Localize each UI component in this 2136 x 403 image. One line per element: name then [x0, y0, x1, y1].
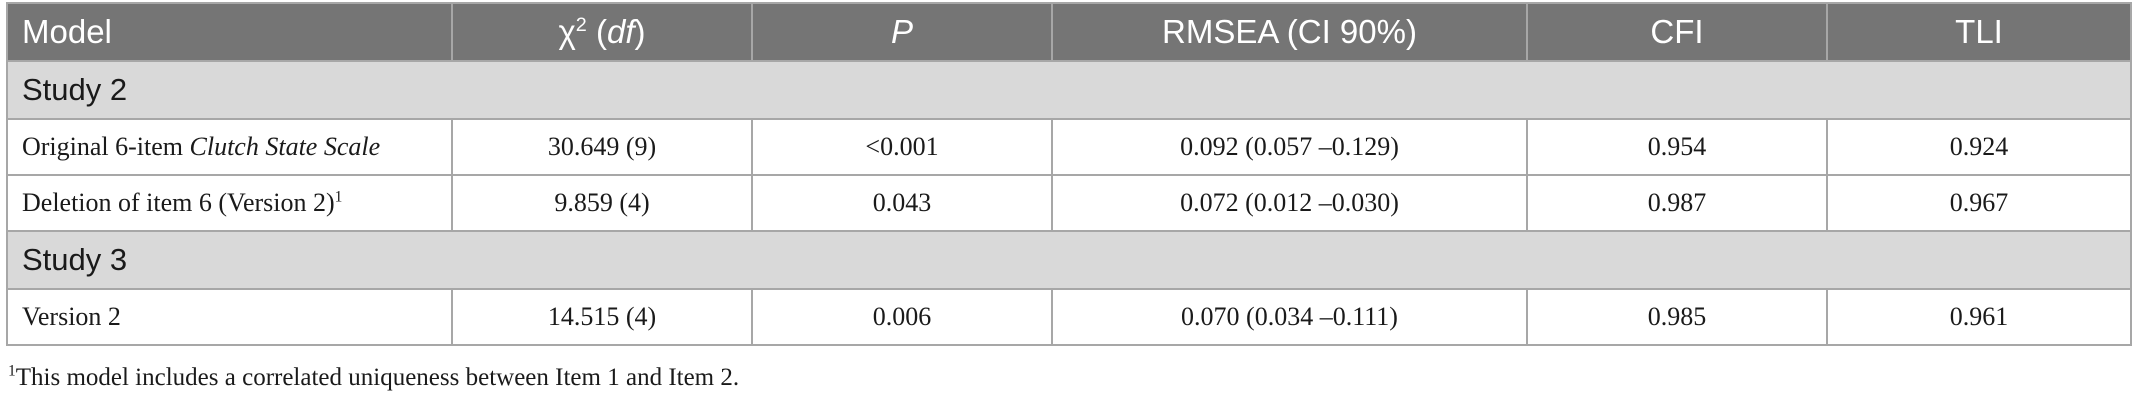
header-rmsea: RMSEA (CI 90%): [1051, 2, 1528, 62]
cell-chi-square: 14.515 (4): [451, 288, 753, 346]
cell-cfi: 0.987: [1526, 174, 1828, 232]
footnote-text: This model includes a correlated uniquen…: [15, 364, 740, 391]
cell-tli: 0.961: [1826, 288, 2132, 346]
cell-tli: 0.967: [1826, 174, 2132, 232]
fit-indices-table: Model χ2 (df) P RMSEA (CI 90%) CFI TLI S…: [6, 2, 2132, 346]
cell-cfi: 0.985: [1526, 288, 1828, 346]
section-label: Study 2: [6, 60, 2132, 120]
section-label: Study 3: [6, 230, 2132, 290]
model-text: Deletion of item 6 (Version 2): [22, 188, 335, 217]
cell-model: Original 6-item Clutch State Scale: [6, 118, 453, 176]
header-tli: TLI: [1826, 2, 2132, 62]
header-model: Model: [6, 2, 453, 62]
header-chi-square: χ2 (df): [451, 2, 753, 62]
section-row-study-3: Study 3: [6, 230, 2132, 290]
cell-model: Deletion of item 6 (Version 2)1: [6, 174, 453, 232]
cell-model: Version 2: [6, 288, 453, 346]
chi-superscript: 2: [575, 14, 587, 36]
footnote-marker: 1: [8, 362, 16, 380]
cell-rmsea: 0.072 (0.012 –0.030): [1051, 174, 1528, 232]
model-text: Original 6-item: [22, 132, 190, 161]
header-cfi: CFI: [1526, 2, 1828, 62]
cell-chi-square: 30.649 (9): [451, 118, 753, 176]
table-row: Version 2 14.515 (4) 0.006 0.070 (0.034 …: [6, 288, 2132, 346]
cell-chi-square: 9.859 (4): [451, 174, 753, 232]
cell-p: 0.043: [751, 174, 1053, 232]
footnote-marker: 1: [334, 188, 343, 206]
section-row-study-2: Study 2: [6, 60, 2132, 120]
cell-p: <0.001: [751, 118, 1053, 176]
cell-tli: 0.924: [1826, 118, 2132, 176]
table-row: Original 6-item Clutch State Scale 30.64…: [6, 118, 2132, 176]
cell-cfi: 0.954: [1526, 118, 1828, 176]
cell-rmsea: 0.070 (0.034 –0.111): [1051, 288, 1528, 346]
header-row: Model χ2 (df) P RMSEA (CI 90%) CFI TLI: [6, 2, 2132, 62]
table-body: Study 2 Original 6-item Clutch State Sca…: [6, 60, 2132, 346]
df-label: df: [606, 13, 635, 50]
chi-symbol: χ: [558, 13, 576, 50]
header-p: P: [751, 2, 1053, 62]
table-footnote: 1This model includes a correlated unique…: [8, 362, 740, 392]
table-row: Deletion of item 6 (Version 2)1 9.859 (4…: [6, 174, 2132, 232]
cell-p: 0.006: [751, 288, 1053, 346]
cell-rmsea: 0.092 (0.057 –0.129): [1051, 118, 1528, 176]
model-italic-text: Clutch State Scale: [189, 132, 381, 161]
fit-indices-table-container: Model χ2 (df) P RMSEA (CI 90%) CFI TLI S…: [6, 2, 2132, 346]
table-header: Model χ2 (df) P RMSEA (CI 90%) CFI TLI: [6, 2, 2132, 62]
